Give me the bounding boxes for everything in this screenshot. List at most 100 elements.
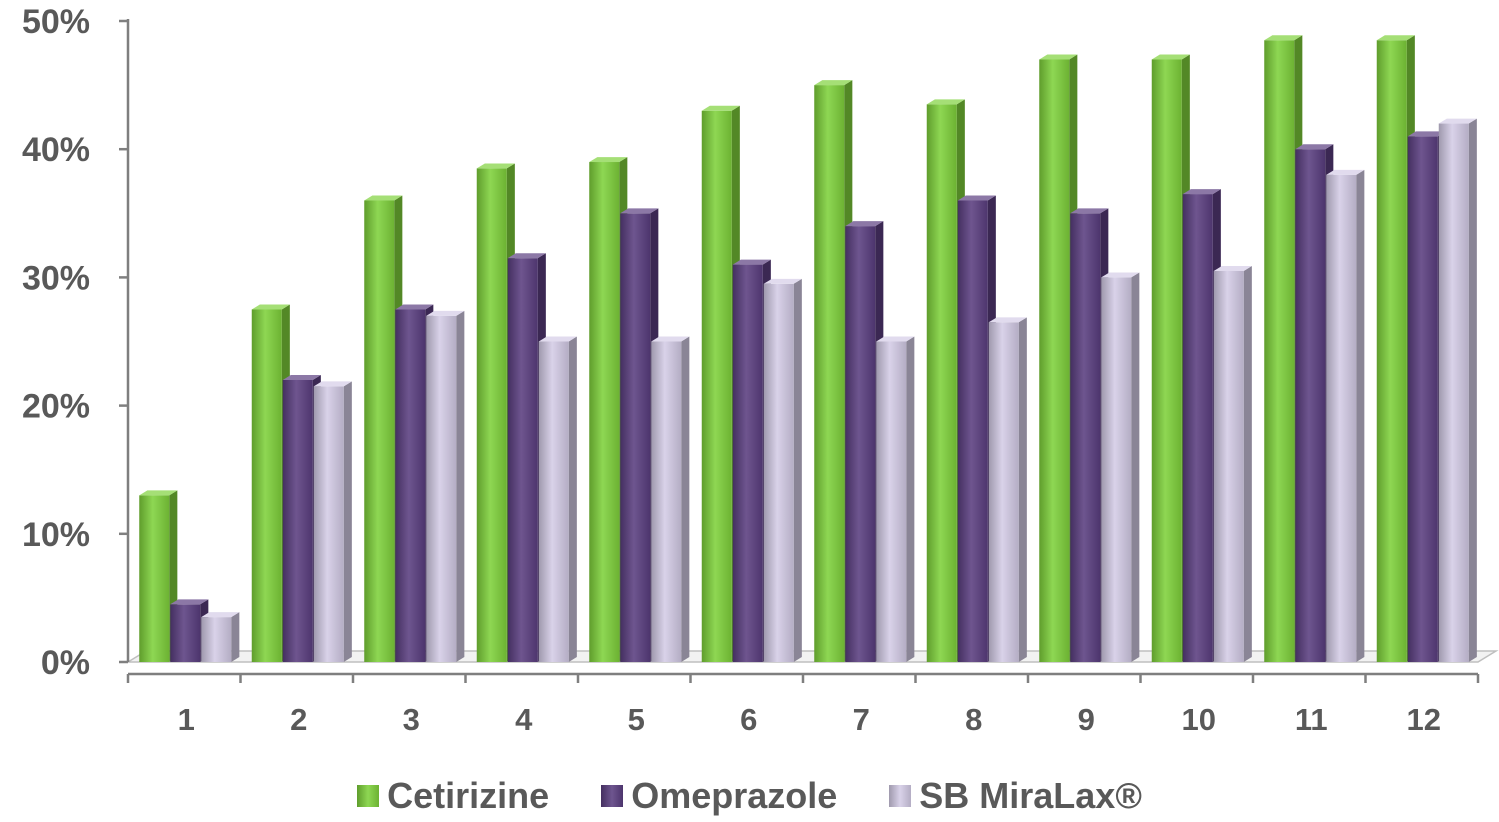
bar-top bbox=[1295, 144, 1334, 150]
bar-side bbox=[343, 381, 352, 662]
bar-top bbox=[1213, 266, 1252, 271]
bar-top bbox=[1151, 54, 1190, 60]
bar-side bbox=[1018, 317, 1027, 662]
y-tick-label: 30% bbox=[22, 259, 90, 297]
y-tick-label: 20% bbox=[22, 388, 90, 426]
legend-label: Omeprazole bbox=[631, 775, 838, 816]
bar-front bbox=[313, 386, 344, 662]
bar bbox=[1101, 272, 1140, 662]
bar-front bbox=[701, 110, 732, 663]
x-tick-label: 2 bbox=[290, 702, 307, 737]
bar-top bbox=[313, 381, 352, 387]
bar-top bbox=[139, 490, 178, 496]
bar bbox=[876, 336, 915, 662]
bar-top bbox=[620, 208, 659, 214]
bar-front bbox=[926, 104, 957, 662]
bar-front bbox=[1039, 59, 1070, 662]
bar-top bbox=[1326, 169, 1365, 175]
bar-top bbox=[1039, 54, 1078, 60]
bar-side bbox=[1356, 169, 1365, 662]
bar-top bbox=[507, 253, 546, 259]
bar-front bbox=[732, 264, 763, 662]
x-tick-label: 1 bbox=[178, 702, 195, 737]
x-tick-label: 10 bbox=[1182, 702, 1216, 737]
tick-labels: 0%10%20%30%40%50%1 2 3 4 5 6 7 8 9 10 11 12 bbox=[22, 3, 1441, 737]
bar-front bbox=[282, 379, 313, 662]
bar-front bbox=[476, 168, 507, 662]
legend-swatch bbox=[601, 785, 624, 807]
bar-front bbox=[988, 322, 1019, 662]
bar-front bbox=[251, 309, 282, 662]
x-tick-label: 9 bbox=[1078, 702, 1095, 737]
legend-item: SB MiraLax® bbox=[889, 775, 1142, 817]
bar-front bbox=[1182, 194, 1213, 662]
bar bbox=[651, 336, 690, 662]
bar-top bbox=[1182, 189, 1221, 195]
bar-front bbox=[538, 341, 569, 662]
bar bbox=[988, 317, 1027, 662]
bar-top bbox=[201, 612, 240, 618]
bar-top bbox=[589, 157, 628, 163]
bar-top bbox=[1264, 35, 1303, 41]
bar-front bbox=[1101, 277, 1132, 662]
x-tick-label: 7 bbox=[853, 702, 870, 737]
legend-label: SB MiraLax® bbox=[919, 775, 1142, 816]
bar-front bbox=[1295, 149, 1326, 662]
bar-front bbox=[1438, 123, 1469, 662]
bar-front bbox=[139, 495, 170, 662]
bar-front bbox=[814, 85, 845, 663]
bar-front bbox=[1070, 213, 1101, 663]
legend: Cetirizine Omeprazole SB MiraLax® bbox=[0, 770, 1499, 822]
x-tick-label: 5 bbox=[628, 702, 645, 737]
y-tick-label: 50% bbox=[22, 3, 90, 41]
bar-front bbox=[876, 341, 907, 662]
legend-item: Omeprazole bbox=[601, 775, 837, 817]
bar-front bbox=[1151, 59, 1182, 662]
bar-front bbox=[651, 341, 682, 662]
bar-top bbox=[988, 317, 1027, 323]
bar bbox=[1213, 266, 1252, 662]
bar bbox=[426, 310, 465, 662]
bar bbox=[201, 612, 240, 662]
bar-side bbox=[1243, 266, 1252, 662]
bar-top bbox=[814, 80, 853, 86]
bar-top bbox=[538, 336, 577, 342]
x-tick-label: 3 bbox=[403, 702, 420, 737]
bar-front bbox=[395, 309, 426, 662]
legend-swatch bbox=[357, 785, 380, 807]
bar-side bbox=[231, 612, 240, 662]
bar-front bbox=[1326, 174, 1357, 662]
bar-side bbox=[1131, 272, 1140, 662]
bar-top bbox=[876, 336, 915, 342]
bar-top bbox=[732, 259, 771, 265]
bar-side bbox=[906, 336, 915, 662]
bar-front bbox=[1264, 40, 1295, 663]
axes bbox=[119, 19, 1480, 683]
bar-front bbox=[201, 617, 232, 662]
bar-front bbox=[507, 258, 538, 662]
y-tick-label: 10% bbox=[22, 516, 90, 554]
bar-top bbox=[476, 163, 515, 169]
bar-front bbox=[1213, 270, 1244, 662]
bar-front bbox=[845, 226, 876, 662]
bar bbox=[1326, 169, 1365, 662]
bars bbox=[139, 35, 1477, 663]
x-tick-label: 11 bbox=[1295, 702, 1328, 737]
bar-top bbox=[364, 195, 403, 201]
x-tick-label: 4 bbox=[515, 702, 533, 737]
bar-front bbox=[1376, 40, 1407, 663]
bar-top bbox=[170, 599, 209, 605]
bar-top bbox=[1101, 272, 1140, 278]
legend-swatch bbox=[889, 785, 912, 807]
bar bbox=[313, 381, 352, 662]
bar-front bbox=[957, 200, 988, 663]
bar-top bbox=[395, 304, 434, 310]
bar-top bbox=[651, 336, 690, 342]
y-tick-label: 40% bbox=[22, 131, 90, 169]
bar-top bbox=[701, 105, 740, 111]
bar-top bbox=[282, 375, 321, 380]
bar-side bbox=[456, 310, 465, 662]
bar bbox=[538, 336, 577, 662]
bar-front bbox=[1407, 136, 1438, 662]
bar-top bbox=[1070, 208, 1109, 214]
